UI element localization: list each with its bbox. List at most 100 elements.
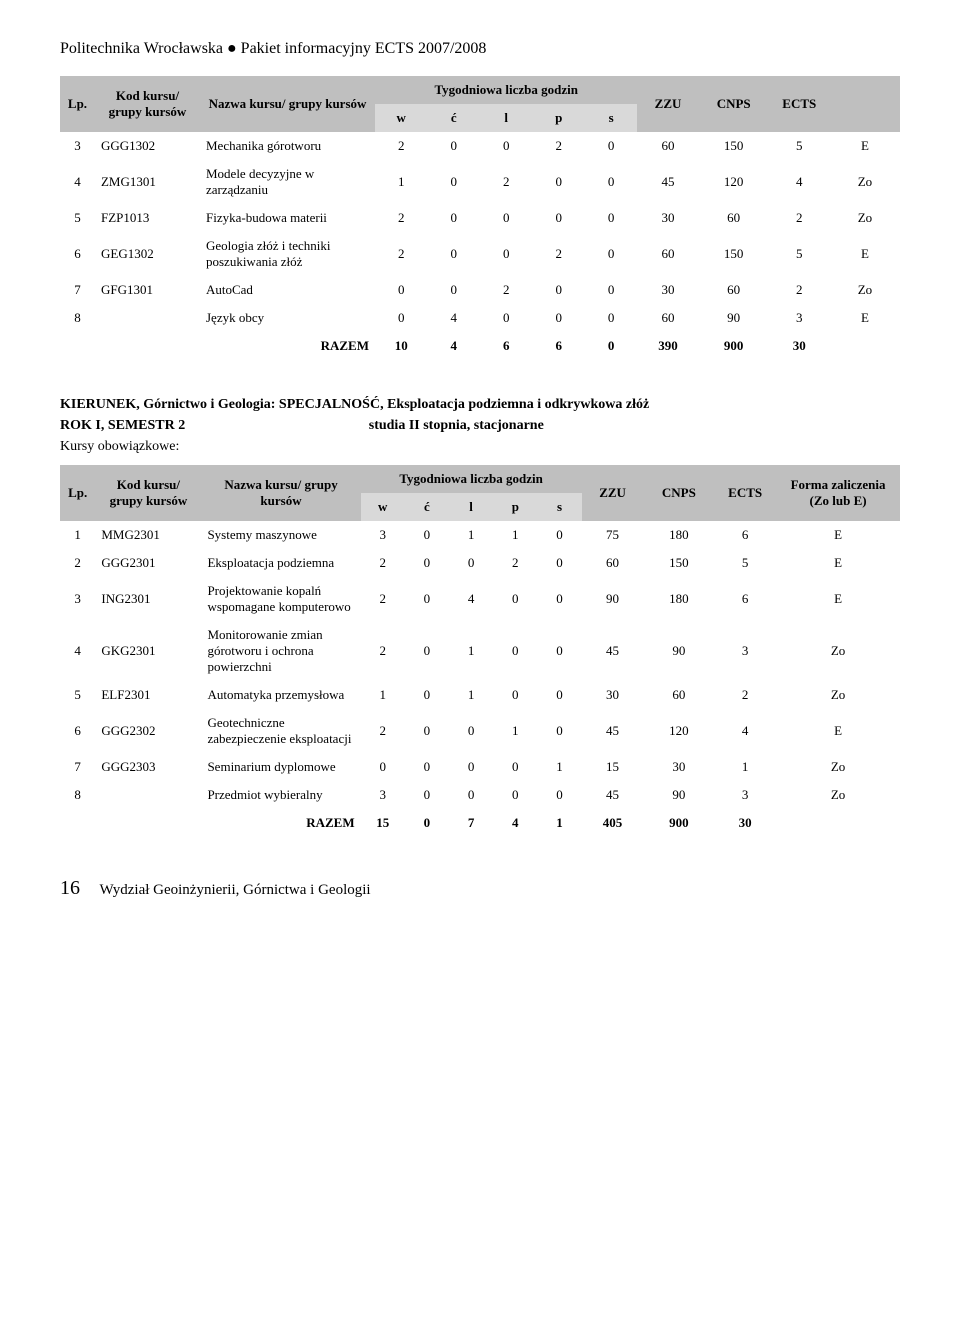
cell: 4 (60, 621, 95, 681)
cell: 0 (585, 132, 637, 160)
cell: Geotechniczne zabezpieczenie eksploatacj… (201, 709, 360, 753)
col-l: l (449, 493, 493, 521)
cell: 15 (361, 809, 405, 837)
cell: 0 (480, 232, 532, 276)
cell: 150 (699, 132, 769, 160)
cell: GGG2301 (95, 549, 201, 577)
cell: AutoCad (200, 276, 375, 304)
cell: 1 (493, 709, 537, 753)
cell (95, 304, 200, 332)
cell: 7 (60, 276, 95, 304)
cell: 0 (449, 709, 493, 753)
cell: Zo (830, 160, 900, 204)
cell: 5 (769, 232, 830, 276)
cell: Eksploatacja podziemna (201, 549, 360, 577)
cell: MMG2301 (95, 521, 201, 549)
table-row: 5FZP1013Fizyka-budowa materii2000030602Z… (60, 204, 900, 232)
cell: 45 (637, 160, 698, 204)
course-table-1: Lp. Kod kursu/ grupy kursów Nazwa kursu/… (60, 76, 900, 360)
cell (776, 809, 900, 837)
cell: 90 (644, 781, 715, 809)
cell: 120 (644, 709, 715, 753)
table-row: 6GEG1302Geologia złóż i techniki poszuki… (60, 232, 900, 276)
section-line2-right: studia II stopnia, stacjonarne (369, 418, 544, 433)
cell: 90 (699, 304, 769, 332)
table-row: 5ELF2301Automatyka przemysłowa1010030602… (60, 681, 900, 709)
cell: 0 (427, 160, 479, 204)
cell: 5 (60, 204, 95, 232)
table-row: 1MMG2301Systemy maszynowe30110751806E (60, 521, 900, 549)
cell: 0 (449, 549, 493, 577)
cell: 15 (582, 753, 644, 781)
cell: 0 (585, 276, 637, 304)
cell: 60 (644, 681, 715, 709)
cell: 3 (714, 621, 776, 681)
cell: 2 (361, 577, 405, 621)
cell: 0 (480, 304, 532, 332)
table-row: 6GGG2302Geotechniczne zabezpieczenie eks… (60, 709, 900, 753)
cell: 3 (714, 781, 776, 809)
cell: Przedmiot wybieralny (201, 781, 360, 809)
cell: GGG2303 (95, 753, 201, 781)
cell: E (776, 521, 900, 549)
cell: 0 (493, 621, 537, 681)
cell: 2 (480, 160, 532, 204)
cell: 6 (60, 709, 95, 753)
col-lp: Lp. (60, 465, 95, 521)
cell: 0 (449, 781, 493, 809)
cell: 1 (375, 160, 427, 204)
cell: 1 (361, 681, 405, 709)
cell: 0 (537, 781, 581, 809)
cell: 0 (585, 332, 637, 360)
col-zzu: ZZU (582, 465, 644, 521)
cell: Zo (776, 753, 900, 781)
section-line1: KIERUNEK, Górnictwo i Geologia: SPECJALN… (60, 394, 900, 415)
page-footer: 16 Wydział Geoinżynierii, Górnictwa i Ge… (60, 877, 900, 900)
cell: 45 (582, 709, 644, 753)
col-ects: ECTS (769, 76, 830, 132)
cell: 0 (585, 232, 637, 276)
cell: 0 (375, 304, 427, 332)
cell: 390 (637, 332, 698, 360)
cell: 2 (493, 549, 537, 577)
cell: Zo (776, 621, 900, 681)
cell: RAZEM (200, 332, 375, 360)
cell: 0 (480, 204, 532, 232)
cell: 5 (769, 132, 830, 160)
cell: 6 (532, 332, 584, 360)
cell: 0 (493, 781, 537, 809)
cell: 0 (405, 577, 449, 621)
col-p: p (532, 104, 584, 132)
cell: 4 (427, 304, 479, 332)
col-w: w (375, 104, 427, 132)
cell: E (776, 577, 900, 621)
cell: 45 (582, 781, 644, 809)
cell: Geologia złóż i techniki poszukiwania zł… (200, 232, 375, 276)
cell: 0 (405, 809, 449, 837)
cell: 90 (644, 621, 715, 681)
cell: 0 (585, 304, 637, 332)
cell: 405 (582, 809, 644, 837)
col-cnps: CNPS (644, 465, 715, 521)
cell: 0 (427, 204, 479, 232)
totals-row: RAZEM10466039090030 (60, 332, 900, 360)
cell: 6 (60, 232, 95, 276)
cell: 0 (427, 232, 479, 276)
cell: Systemy maszynowe (201, 521, 360, 549)
cell: 0 (532, 204, 584, 232)
col-w: w (361, 493, 405, 521)
cell: 1 (449, 621, 493, 681)
cell: 0 (449, 753, 493, 781)
cell: 3 (361, 781, 405, 809)
col-p: p (493, 493, 537, 521)
cell: 60 (637, 132, 698, 160)
cell: 0 (405, 753, 449, 781)
cell: 0 (537, 521, 581, 549)
cell: 2 (532, 232, 584, 276)
page-number: 16 (60, 877, 80, 899)
section-line2-left: ROK I, SEMESTR 2 (60, 418, 185, 433)
cell: 1 (493, 521, 537, 549)
cell: 30 (714, 809, 776, 837)
col-nazwa: Nazwa kursu/ grupy kursów (201, 465, 360, 521)
cell (95, 332, 200, 360)
